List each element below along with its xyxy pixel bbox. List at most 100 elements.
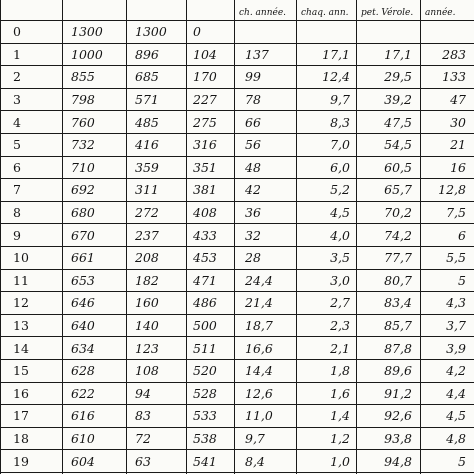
table-cell	[420, 20, 474, 44]
table-cell: 16,6	[234, 336, 297, 360]
table-cell: 710	[62, 155, 127, 180]
table-cell: 680	[62, 200, 127, 225]
table-cell: 604	[62, 449, 127, 473]
table-cell: 42	[234, 178, 297, 202]
table-cell: 8,4	[234, 449, 297, 473]
table-cell: 70,2	[356, 200, 421, 225]
table-cell: 29,5	[356, 65, 421, 89]
table-cell: 8	[0, 200, 63, 225]
table-cell: 77,7	[356, 245, 421, 270]
table-cell: 528	[186, 381, 235, 406]
table-cell: 538	[186, 426, 235, 451]
table-body: 0 1300 1300 0 1 1000 896 104 137 17,1 17,1 283 2 855 6…	[0, 20, 474, 474]
table-cell: 12	[0, 291, 63, 315]
table-cell: 160	[126, 291, 187, 315]
table-cell: 56	[234, 132, 297, 157]
table-cell: 15	[0, 358, 63, 383]
table-row: 4 760 485 275 66 8,3 47,5 30	[0, 110, 474, 134]
col-header-morts-annee: année.	[420, 0, 474, 21]
table-cell: 99	[234, 65, 297, 89]
table-cell: 170	[186, 65, 235, 89]
table-cell: 74,2	[356, 223, 421, 247]
table-cell: 2,3	[296, 313, 357, 338]
table-cell: 7,0	[296, 132, 357, 157]
table-cell: 433	[186, 223, 235, 247]
table-cell: 6	[420, 223, 474, 247]
table-cell: 520	[186, 358, 235, 383]
table-cell: 85,7	[356, 313, 421, 338]
table-cell: 661	[62, 245, 127, 270]
col-header-line2: pet. Vérole.	[361, 8, 414, 18]
table-cell: 3	[0, 87, 63, 112]
table-cell: 63	[126, 449, 187, 473]
table-cell: 28	[234, 245, 297, 270]
table-row: 1 1000 896 104 137 17,1 17,1 283	[0, 42, 474, 67]
table-cell: 89,6	[356, 358, 421, 383]
table-cell: 30	[420, 110, 474, 134]
col-header-line2: ch. année.	[239, 8, 287, 18]
col-header-vivants	[62, 0, 127, 21]
table-cell: 32	[234, 223, 297, 247]
table-cell: 1,8	[296, 358, 357, 383]
table-cell: 1,6	[296, 381, 357, 406]
col-header-sans-verole	[126, 0, 187, 21]
table-cell: 140	[126, 313, 187, 338]
table-cell: 4,5	[420, 404, 474, 428]
table-cell: 5	[0, 132, 63, 157]
table-cell: 653	[62, 268, 127, 293]
table-row: 3 798 571 227 78 9,7 39,2 47	[0, 87, 474, 112]
table-cell: 3,0	[296, 268, 357, 293]
table-cell: 17	[0, 404, 63, 428]
table-cell: 359	[126, 155, 187, 180]
table-cell: 54,5	[356, 132, 421, 157]
table-row: 11 653 182 471 24,4 3,0 80,7 5	[0, 268, 474, 293]
table-cell: 311	[126, 178, 187, 202]
table-cell: 6	[0, 155, 63, 180]
table-cell: 610	[62, 426, 127, 451]
table-row: 16 622 94 528 12,6 1,6 91,2 4,4	[0, 381, 474, 406]
table-cell: 3,9	[420, 336, 474, 360]
table-cell: 16	[420, 155, 474, 180]
table-cell: 896	[126, 42, 187, 67]
table-cell: 8,3	[296, 110, 357, 134]
table-cell: 3,7	[420, 313, 474, 338]
table-cell: 646	[62, 291, 127, 315]
table-cell: 732	[62, 132, 127, 157]
table-cell: 18,7	[234, 313, 297, 338]
table-cell: 4,0	[296, 223, 357, 247]
col-header-line2: année.	[425, 8, 456, 18]
table-cell: 94	[126, 381, 187, 406]
table-cell: 4,2	[420, 358, 474, 383]
table-cell: 94,8	[356, 449, 421, 473]
table-cell: 78	[234, 87, 297, 112]
col-header-ayant-eu	[186, 0, 235, 21]
table-row: 14 634 123 511 16,6 2,1 87,8 3,9	[0, 336, 474, 360]
table-cell: 9	[0, 223, 63, 247]
table-cell: 108	[126, 358, 187, 383]
table-cell: 93,8	[356, 426, 421, 451]
table-cell: 5	[420, 449, 474, 473]
table-cell: 628	[62, 358, 127, 383]
table-cell: 65,7	[356, 178, 421, 202]
table-cell: 4,5	[296, 200, 357, 225]
table-cell: 21	[420, 132, 474, 157]
table-cell: 47	[420, 87, 474, 112]
table-cell: 7	[0, 178, 63, 202]
table-cell: 83,4	[356, 291, 421, 315]
col-header-age	[0, 0, 63, 21]
table-cell: 66	[234, 110, 297, 134]
table-cell: 12,4	[296, 65, 357, 89]
table-row: 2 855 685 170 99 12,4 29,5 133	[0, 65, 474, 89]
table-cell: 2,1	[296, 336, 357, 360]
table-cell: 640	[62, 313, 127, 338]
table-cell: 541	[186, 449, 235, 473]
table-cell: 1,4	[296, 404, 357, 428]
table-cell: 227	[186, 87, 235, 112]
table-cell: 4,8	[420, 426, 474, 451]
table-cell: 275	[186, 110, 235, 134]
table-row: 5 732 416 316 56 7,0 54,5 21	[0, 132, 474, 157]
table-cell: 208	[126, 245, 187, 270]
table-cell: 2	[0, 65, 63, 89]
table-cell: 3,5	[296, 245, 357, 270]
